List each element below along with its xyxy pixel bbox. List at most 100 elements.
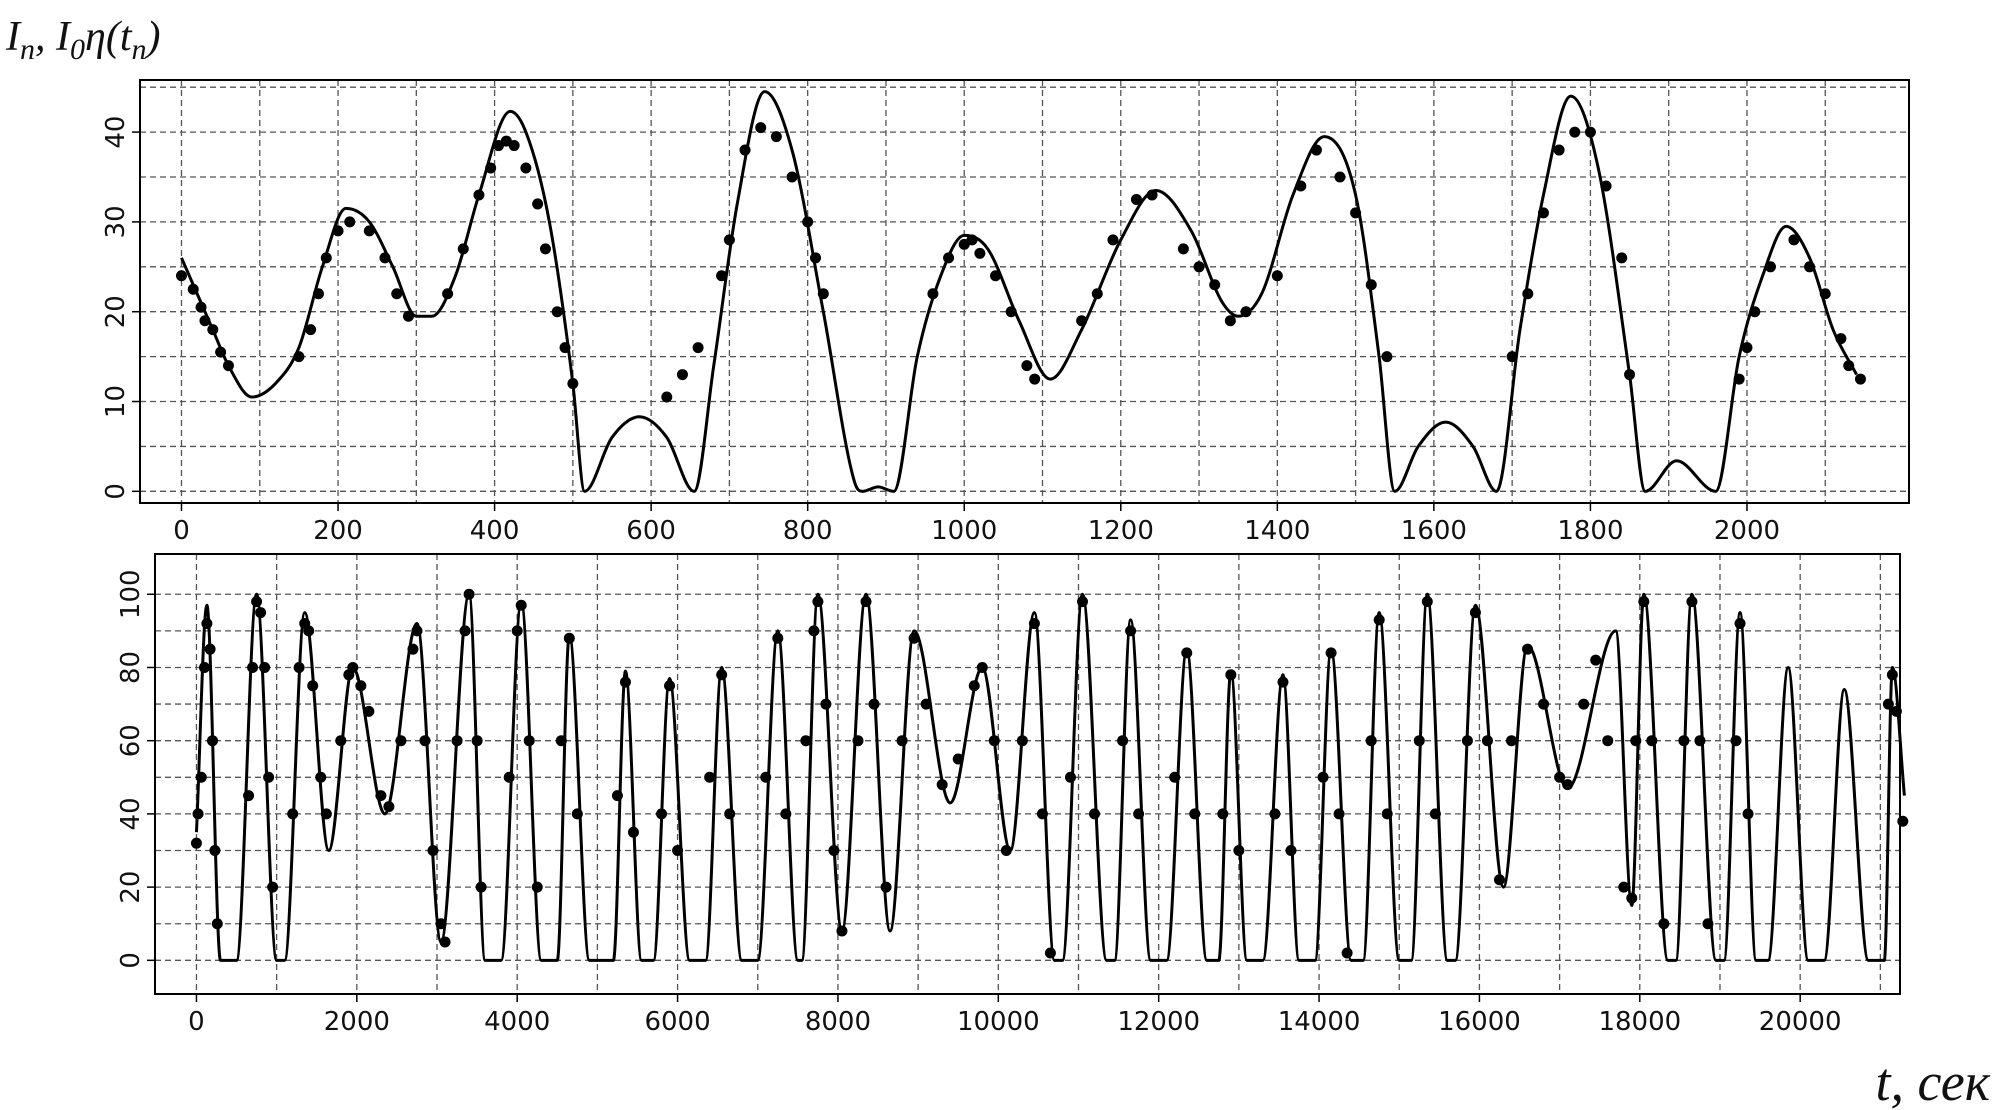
data-point <box>435 918 447 930</box>
y-tick-label: 30 <box>101 205 131 238</box>
data-point <box>1350 207 1362 219</box>
data-point <box>1036 808 1048 820</box>
data-point <box>555 735 567 747</box>
x-tick-label: 600 <box>626 516 676 546</box>
data-point <box>1117 735 1129 747</box>
data-point <box>532 198 544 210</box>
data-point <box>1333 808 1345 820</box>
y-tick-label: 40 <box>101 116 131 149</box>
data-point <box>471 735 483 747</box>
data-point <box>860 596 872 608</box>
data-point <box>1742 808 1754 820</box>
data-point <box>1554 771 1566 783</box>
x-tick-label: 1800 <box>1557 516 1623 546</box>
data-point <box>1646 735 1658 747</box>
data-point <box>770 131 782 143</box>
data-point <box>1177 243 1189 255</box>
data-point <box>1225 669 1237 681</box>
data-point <box>457 243 469 255</box>
data-point <box>211 918 223 930</box>
data-point <box>760 771 772 783</box>
data-point <box>780 808 792 820</box>
data-point <box>936 779 948 791</box>
data-point <box>215 346 227 358</box>
y-axis-label-part: ) <box>145 14 161 60</box>
data-point <box>1341 947 1353 959</box>
data-point <box>563 632 575 644</box>
x-tick-label: 2000 <box>1714 516 1780 546</box>
y-tick-label: 10 <box>101 385 131 418</box>
data-point <box>379 252 391 264</box>
plot: 0 200 400 600 800 1000 1200 1400 1600 1800 2000 0 10… <box>101 79 1910 546</box>
data-point <box>1240 306 1252 318</box>
data-point <box>716 669 728 681</box>
data-point <box>868 698 880 710</box>
x-tick-label: 10000 <box>957 1007 1040 1037</box>
data-point <box>293 351 305 363</box>
x-tick-label: 14000 <box>1278 1007 1361 1037</box>
data-point <box>1029 373 1041 385</box>
x-axis-label: t, сек <box>1876 1052 1991 1110</box>
y-tick-label: 20 <box>101 295 131 328</box>
data-point <box>880 881 892 893</box>
data-point <box>473 189 485 201</box>
data-point <box>1897 815 1909 827</box>
data-point <box>852 735 864 747</box>
data-point <box>990 270 1002 282</box>
data-point <box>988 735 1000 747</box>
data-point <box>800 735 812 747</box>
data-point <box>1271 270 1283 282</box>
data-point <box>347 661 359 673</box>
data-point <box>459 625 471 637</box>
x-tick-label: 1000 <box>931 516 997 546</box>
data-point <box>1285 845 1297 857</box>
plot-frame <box>139 79 1910 504</box>
data-point <box>383 801 395 813</box>
data-point <box>293 661 305 673</box>
data-point <box>1506 735 1518 747</box>
data-point <box>263 771 275 783</box>
data-point <box>611 790 623 802</box>
data-point <box>1381 808 1393 820</box>
data-point <box>817 288 829 300</box>
data-point <box>1146 189 1158 201</box>
data-point <box>1005 306 1017 318</box>
data-point <box>520 162 532 174</box>
data-point <box>407 643 419 655</box>
data-point <box>375 790 387 802</box>
x-tick-label: 12000 <box>1117 1007 1200 1037</box>
data-point <box>1730 735 1742 747</box>
data-point <box>1317 771 1329 783</box>
data-point <box>1886 669 1898 681</box>
x-tick-label: 20000 <box>1759 1007 1842 1037</box>
data-point <box>209 845 221 857</box>
data-point <box>1733 373 1745 385</box>
data-point <box>1618 881 1630 893</box>
x-tick-label: 1200 <box>1088 516 1154 546</box>
data-point <box>1277 676 1289 688</box>
data-point <box>1413 735 1425 747</box>
data-point <box>664 680 676 692</box>
x-tick-label: 0 <box>188 1007 205 1037</box>
data-point <box>395 735 407 747</box>
data-point <box>1590 654 1602 666</box>
data-point <box>1578 698 1590 710</box>
data-point <box>1638 596 1650 608</box>
data-point <box>1678 735 1690 747</box>
y-axis-label-part: 0 <box>70 33 85 66</box>
data-point <box>201 618 213 630</box>
data-point <box>1481 735 1493 747</box>
data-point <box>968 680 980 692</box>
data-point <box>1522 643 1534 655</box>
y-axis-label-part: I <box>5 14 22 60</box>
data-point <box>1819 288 1831 300</box>
data-point <box>1224 315 1236 327</box>
data-point <box>1373 614 1385 626</box>
data-point <box>195 771 207 783</box>
data-point <box>1538 698 1550 710</box>
data-point <box>1624 369 1636 381</box>
x-tick-label: 18000 <box>1598 1007 1681 1037</box>
data-point <box>943 252 955 264</box>
data-point <box>1584 126 1596 138</box>
data-point <box>1189 808 1201 820</box>
